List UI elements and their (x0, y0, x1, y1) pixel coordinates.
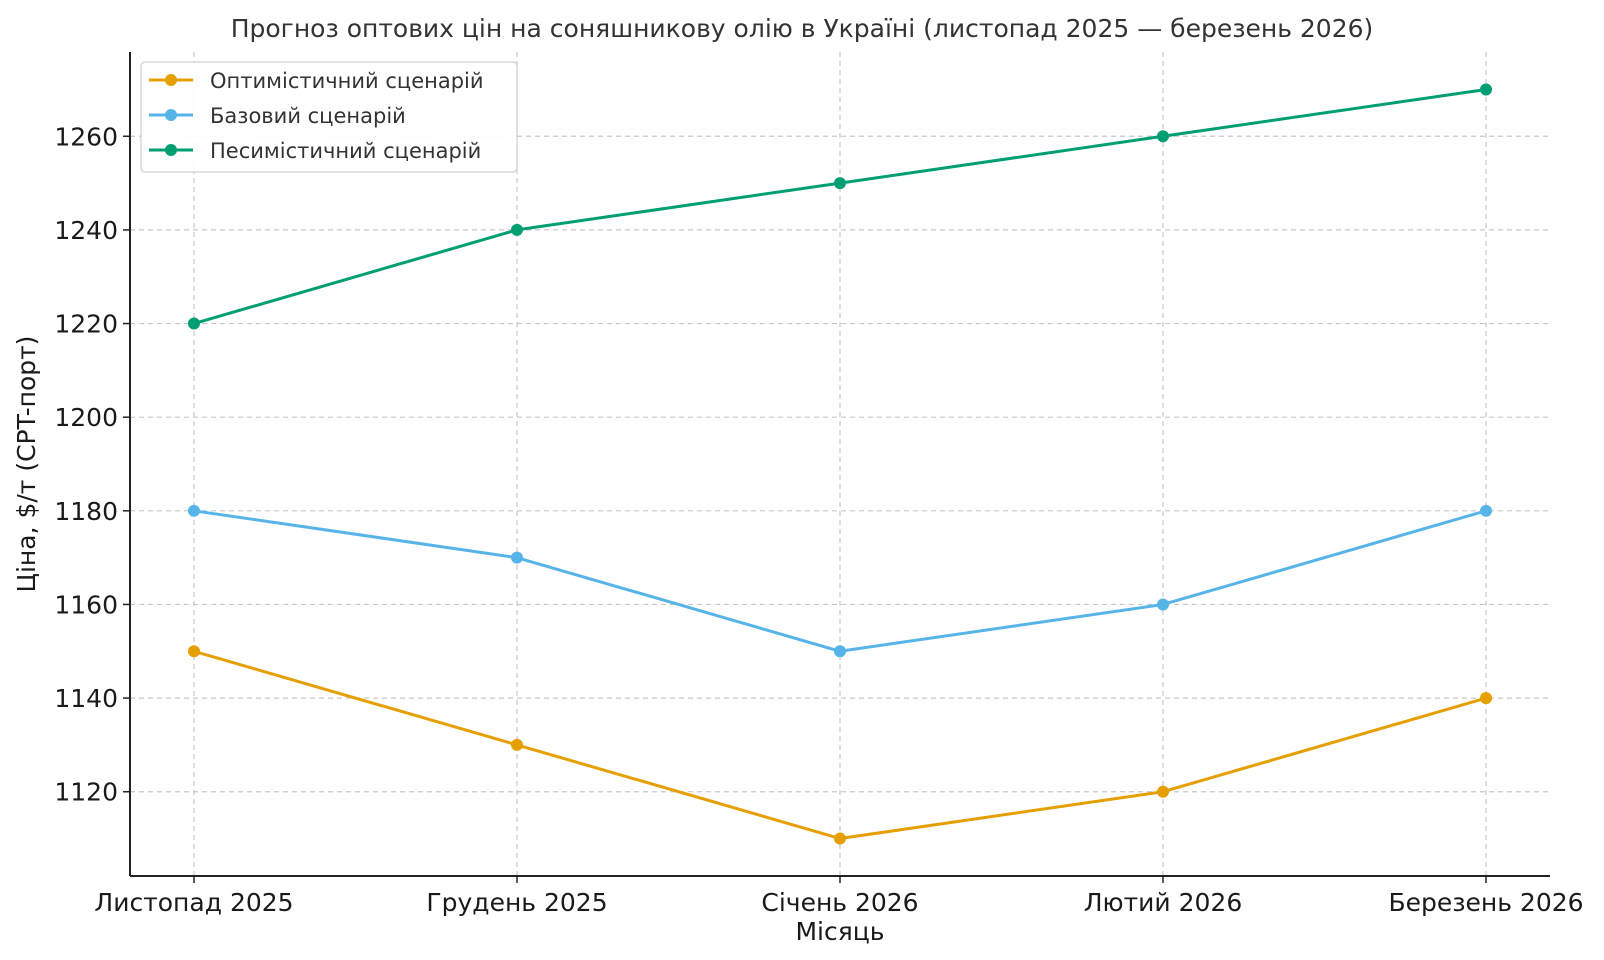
data-point[interactable]: Базовий сценарій: Січень 2026 — 1150 (834, 645, 846, 658)
x-tick-label: Лютий 2026 (1084, 888, 1242, 917)
legend-label: Оптимістичний сценарій (210, 69, 484, 93)
y-tick-label: 1160 (54, 590, 118, 619)
x-tick-label: Березень 2026 (1388, 888, 1583, 917)
series-1: Базовий сценарій: Листопад 2025 — 1180 Ба… (188, 504, 1492, 658)
y-tick-label: 1120 (54, 778, 118, 807)
x-tick-label: Грудень 2025 (426, 888, 607, 917)
data-point[interactable]: Базовий сценарій: Лютий 2026 — 1160 (1157, 598, 1169, 611)
y-tick-label: 1220 (54, 310, 118, 339)
legend[interactable]: Оптимістичний сценарій Базовий сценарій Пе… (140, 61, 518, 173)
ticks: Листопад 2025 Грудень 2025 Січень 2026 Люти… (54, 122, 1583, 917)
x-axis-label: Місяць (795, 917, 884, 946)
data-point[interactable]: Песимістичний сценарій: Січень 2026 — 12… (834, 177, 846, 190)
series-2: Песимістичний сценарій: Листопад 2025 — … (188, 83, 1492, 330)
y-tick-label: 1200 (54, 403, 118, 432)
legend-item[interactable]: Песимістичний сценарій (149, 139, 481, 163)
series-0: Оптимістичний сценарій: Листопад 2025 — … (188, 645, 1492, 845)
legend-box (140, 61, 518, 173)
data-point[interactable]: Песимістичний сценарій: Листопад 2025 — … (188, 317, 200, 330)
data-point[interactable]: Песимістичний сценарій: Лютий 2026 — 126… (1157, 130, 1169, 143)
legend-label: Песимістичний сценарій (210, 139, 481, 163)
legend-marker (165, 109, 177, 121)
grid (130, 52, 1550, 876)
legend-marker (165, 74, 177, 86)
data-point[interactable]: Базовий сценарій: Листопад 2025 — 1180 (188, 504, 200, 517)
data-point[interactable]: Песимістичний сценарій: Грудень 2025 — 1… (511, 223, 523, 236)
data-point[interactable]: Оптимістичний сценарій: Грудень 2025 — 1… (511, 738, 523, 751)
chart-title: Прогноз оптових цін на соняшникову олію … (231, 14, 1374, 43)
data-point[interactable]: Оптимістичний сценарій: Листопад 2025 — … (188, 645, 200, 658)
data-point[interactable]: Оптимістичний сценарій: Лютий 2026 — 112… (1157, 785, 1169, 798)
x-tick-label: Листопад 2025 (94, 888, 293, 917)
data-point[interactable]: Базовий сценарій: Грудень 2025 — 1170 (511, 551, 523, 564)
x-tick-label: Січень 2026 (761, 888, 918, 917)
y-tick-label: 1240 (54, 216, 118, 245)
data-point[interactable]: Оптимістичний сценарій: Січень 2026 — 11… (834, 832, 846, 845)
data-point[interactable]: Оптимістичний сценарій: Березень 2026 — … (1480, 692, 1492, 705)
series-group: Оптимістичний сценарій: Листопад 2025 — … (188, 83, 1492, 845)
data-point[interactable]: Песимістичний сценарій: Березень 2026 — … (1480, 83, 1492, 96)
y-tick-label: 1140 (54, 684, 118, 713)
legend-marker (165, 144, 177, 156)
y-tick-label: 1180 (54, 497, 118, 526)
y-axis-label: Ціна, $/т (CPT-порт) (12, 336, 41, 593)
legend-item[interactable]: Оптимістичний сценарій (149, 69, 484, 93)
legend-item[interactable]: Базовий сценарій (149, 104, 406, 128)
y-tick-label: 1260 (54, 122, 118, 151)
data-point[interactable]: Базовий сценарій: Березень 2026 — 1180 (1480, 504, 1492, 517)
legend-label: Базовий сценарій (210, 104, 406, 128)
